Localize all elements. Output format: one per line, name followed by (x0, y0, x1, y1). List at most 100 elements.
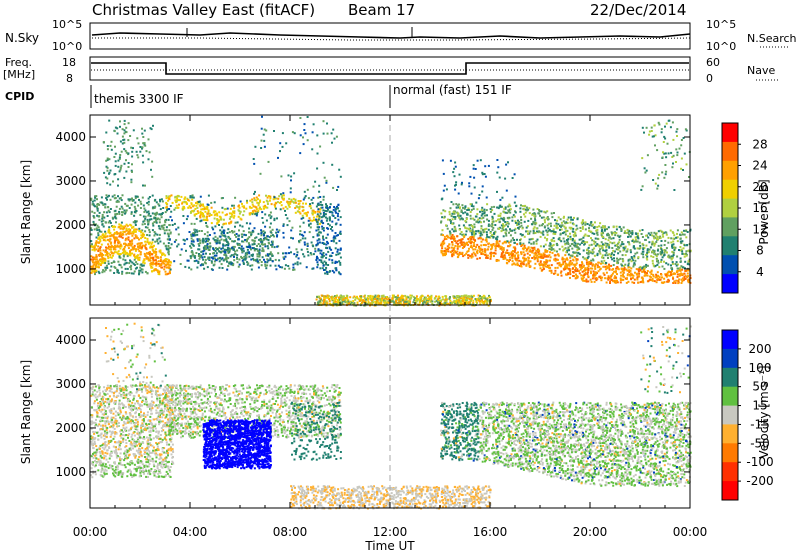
power-cell (236, 261, 239, 264)
power-cell (229, 215, 232, 218)
power-cell (112, 261, 115, 264)
power-cell (572, 227, 575, 230)
power-cell (470, 256, 473, 259)
power-cell (650, 231, 653, 234)
power-cell (559, 232, 562, 235)
power-cell (115, 238, 118, 241)
power-cell (350, 301, 353, 304)
power-cell (540, 254, 543, 257)
power-cell (229, 207, 232, 210)
power-cell (104, 268, 107, 271)
power-cell (328, 219, 331, 222)
power-cell (140, 234, 143, 237)
power-cell (513, 255, 516, 258)
power-cell (587, 267, 590, 270)
power-cell (345, 301, 348, 304)
power-cell (95, 240, 98, 243)
power-cell (471, 233, 474, 236)
power-cell (122, 227, 125, 230)
power-cell (241, 205, 244, 208)
power-cell (469, 217, 472, 220)
power-cell (325, 179, 328, 182)
power-cell (283, 267, 286, 270)
power-cell (284, 255, 287, 258)
power-cell (201, 212, 204, 214)
power-cell (545, 239, 548, 242)
power-cell (319, 145, 322, 148)
power-cell (650, 269, 653, 272)
power-cell (100, 260, 102, 262)
power-cell (316, 295, 319, 298)
power-cell (124, 259, 127, 262)
power-cell (505, 228, 507, 231)
power-cell (497, 259, 500, 262)
power-cell (263, 234, 265, 237)
power-cell (442, 302, 445, 305)
power-cell (117, 260, 120, 263)
power-cell (139, 146, 142, 148)
power-cell (402, 300, 405, 303)
power-cell (506, 259, 509, 262)
power-cell (102, 233, 105, 236)
power-cell (622, 246, 625, 249)
power-cell (652, 235, 655, 238)
power-cell (345, 294, 348, 297)
power-cell (221, 257, 224, 260)
power-cell (149, 246, 152, 249)
power-cell (131, 252, 133, 255)
power-cell (196, 200, 199, 203)
power-cell (324, 268, 327, 271)
power-cell (376, 301, 379, 304)
power-cell (570, 218, 573, 221)
power-cell (455, 300, 458, 303)
power-cell (500, 253, 503, 256)
power-cell (258, 252, 261, 255)
power-cell (661, 281, 664, 284)
power-cell (228, 212, 231, 215)
power-cell (318, 216, 321, 219)
power-cell (238, 258, 241, 261)
power-cell (213, 254, 216, 257)
power-cell (92, 215, 95, 218)
power-cell (202, 253, 205, 256)
power-cell (425, 299, 428, 302)
power-cell (312, 216, 315, 219)
power-cell (111, 216, 114, 219)
power-cell (220, 197, 223, 200)
power-cell (174, 207, 177, 209)
power-cell (670, 241, 673, 244)
power-cell (229, 221, 232, 224)
power-cell (486, 235, 489, 238)
power-cell (328, 210, 331, 213)
power-cell (631, 231, 634, 234)
power-cell (479, 210, 481, 213)
power-cell (314, 247, 317, 250)
power-cell (189, 211, 192, 214)
power-cell (227, 265, 230, 267)
power-cell (501, 227, 504, 230)
power-cell (99, 264, 102, 266)
power-cell (237, 238, 240, 241)
power-cell (109, 183, 112, 186)
power-cell (467, 207, 470, 210)
freq-label-line2: [MHz] (3, 68, 35, 81)
power-cell (483, 208, 486, 211)
power-cell (631, 238, 634, 241)
power-cell (223, 258, 226, 261)
power-cell (455, 297, 458, 300)
power-cell (567, 235, 569, 238)
power-cell (306, 188, 309, 191)
power-cell (637, 270, 640, 273)
power-cell (242, 261, 245, 264)
power-cell (98, 258, 101, 261)
power-cell (203, 206, 206, 209)
power-cell (232, 264, 235, 267)
power-cell (93, 261, 96, 264)
power-cell (169, 232, 172, 235)
power-cell (303, 255, 306, 258)
power-cell (454, 217, 457, 220)
power-cell (214, 235, 217, 238)
power-cell (121, 236, 124, 239)
power-cell (502, 223, 505, 226)
power-cell (238, 244, 241, 246)
